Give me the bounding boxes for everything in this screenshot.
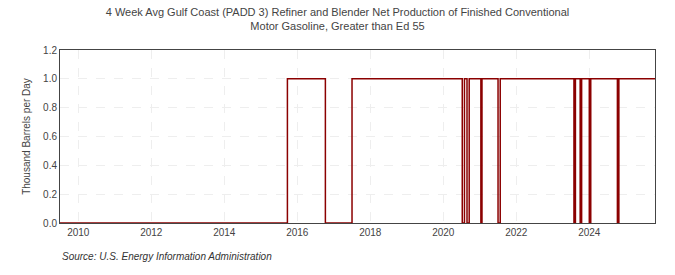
svg-text:0.2: 0.2 (43, 189, 57, 200)
svg-text:0.0: 0.0 (43, 218, 57, 229)
svg-text:2024: 2024 (578, 227, 601, 238)
svg-text:4 Week Avg Gulf Coast (PADD 3): 4 Week Avg Gulf Coast (PADD 3) Refiner a… (106, 6, 569, 32)
svg-text:2014: 2014 (213, 227, 236, 238)
svg-text:1.0: 1.0 (43, 73, 57, 84)
svg-text:2018: 2018 (359, 227, 382, 238)
svg-text:0.8: 0.8 (43, 102, 57, 113)
svg-text:Thousand Barrels per Day: Thousand Barrels per Day (21, 78, 32, 195)
svg-text:2016: 2016 (286, 227, 309, 238)
svg-text:0.4: 0.4 (43, 160, 57, 171)
svg-text:Source: U.S. Energy Informatio: Source: U.S. Energy Information Administ… (62, 251, 272, 262)
svg-text:2020: 2020 (432, 227, 455, 238)
svg-text:2012: 2012 (140, 227, 163, 238)
svg-text:2010: 2010 (67, 227, 90, 238)
svg-text:0.6: 0.6 (43, 131, 57, 142)
svg-text:2022: 2022 (505, 227, 528, 238)
svg-text:1.2: 1.2 (43, 45, 57, 56)
